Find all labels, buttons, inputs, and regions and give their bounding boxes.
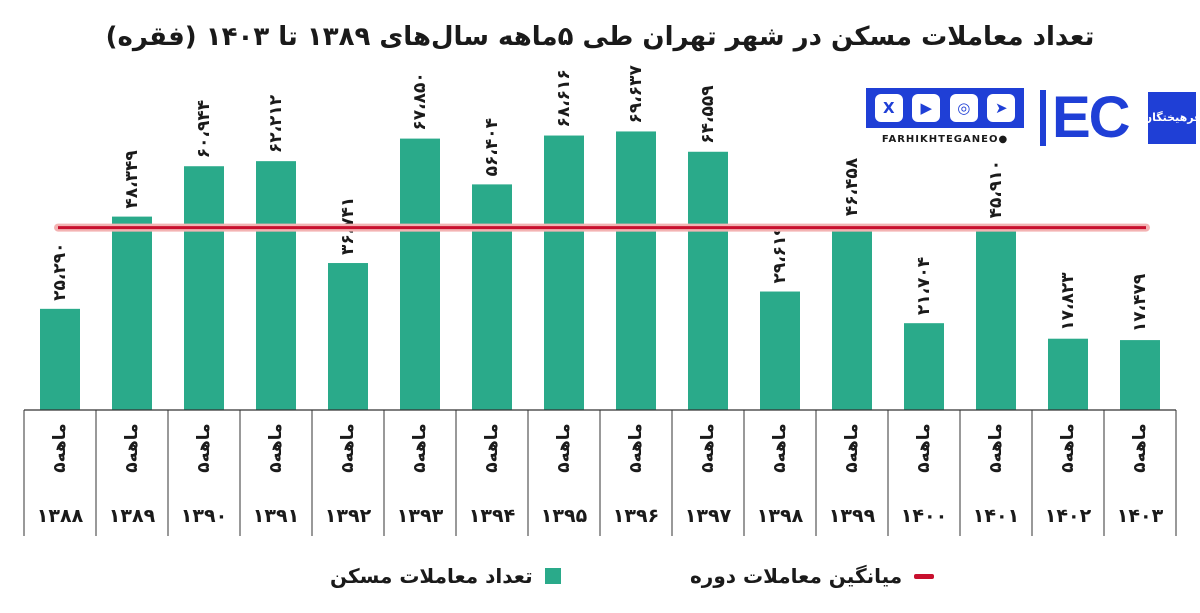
category-prefix-13: ۵ماهه bbox=[986, 423, 1006, 472]
youtube-icon[interactable]: ▶ bbox=[912, 94, 941, 122]
category-year-4: ۱۳۹۲ bbox=[325, 505, 372, 527]
legend-label-bars: تعداد معاملات مسکن bbox=[330, 564, 533, 588]
value-label-0: ۲۵،۲۹۰ bbox=[50, 242, 70, 300]
category-prefix-12: ۵ماهه bbox=[914, 423, 934, 472]
bar-2 bbox=[184, 166, 224, 410]
brand-url: FARHIKHTEGANEO● bbox=[881, 134, 1009, 145]
value-label-13: ۴۵،۹۱۰ bbox=[986, 160, 1006, 218]
bar-8 bbox=[616, 131, 656, 410]
category-prefix-14: ۵ماهه bbox=[1058, 423, 1078, 472]
category-prefix-7: ۵ماهه bbox=[554, 423, 574, 472]
value-label-15: ۱۷،۴۷۹ bbox=[1130, 273, 1150, 332]
category-year-12: ۱۴۰۰ bbox=[901, 505, 947, 527]
legend-item-average: میانگین معاملات دوره bbox=[690, 564, 935, 588]
category-prefix-11: ۵ماهه bbox=[842, 423, 862, 472]
category-year-8: ۱۳۹۶ bbox=[613, 505, 659, 527]
category-prefix-2: ۵ماهه bbox=[194, 423, 214, 472]
bar-7 bbox=[544, 135, 584, 410]
value-label-10: ۲۹،۶۱۹ bbox=[770, 225, 790, 284]
category-prefix-3: ۵ماهه bbox=[266, 423, 286, 472]
value-label-6: ۵۶،۴۰۴ bbox=[482, 118, 502, 176]
value-label-2: ۶۰،۹۴۴ bbox=[194, 100, 214, 158]
bar-15 bbox=[1120, 340, 1160, 410]
value-label-11: ۴۶،۴۵۸ bbox=[842, 157, 862, 216]
legend: تعداد معاملات مسکن میانگین معاملات دوره bbox=[0, 564, 1200, 594]
social-bar: X ▶ ◎ ➤ bbox=[866, 88, 1024, 128]
category-prefix-1: ۵ماهه bbox=[122, 423, 142, 472]
category-year-11: ۱۳۹۹ bbox=[829, 505, 876, 527]
legend-swatch-bar bbox=[544, 568, 561, 584]
value-label-14: ۱۷،۸۲۳ bbox=[1058, 272, 1078, 331]
chart-title: تعداد معاملات مسکن در شهر تهران طی ۵ماهه… bbox=[105, 22, 1095, 52]
x-icon[interactable]: X bbox=[874, 94, 903, 122]
bar-0 bbox=[40, 308, 80, 410]
category-year-6: ۱۳۹۴ bbox=[469, 505, 515, 527]
category-prefix-4: ۵ماهه bbox=[338, 423, 358, 472]
category-prefix-10: ۵ماهه bbox=[770, 423, 790, 472]
category-year-2: ۱۳۹۰ bbox=[181, 505, 227, 527]
value-label-3: ۶۲،۲۱۲ bbox=[266, 94, 286, 153]
category-prefix-6: ۵ماهه bbox=[482, 423, 502, 472]
legend-label-average: میانگین معاملات دوره bbox=[690, 564, 903, 588]
bar-4 bbox=[328, 263, 368, 410]
legend-swatch-line bbox=[914, 573, 935, 579]
category-year-15: ۱۴۰۳ bbox=[1117, 505, 1164, 527]
bar-5 bbox=[400, 138, 440, 410]
value-label-8: ۶۹،۶۳۷ bbox=[626, 64, 646, 123]
bar-9 bbox=[688, 151, 728, 410]
category-year-9: ۱۳۹۷ bbox=[685, 505, 732, 527]
bar-3 bbox=[256, 161, 296, 410]
instagram-icon[interactable]: ◎ bbox=[949, 94, 978, 122]
category-year-0: ۱۳۸۸ bbox=[37, 505, 84, 527]
category-year-5: ۱۳۹۳ bbox=[397, 505, 444, 527]
bar-13 bbox=[976, 226, 1016, 410]
value-label-1: ۴۸،۳۴۹ bbox=[122, 150, 142, 209]
value-label-9: ۶۴،۵۵۹ bbox=[698, 85, 718, 144]
telegram-icon[interactable]: ➤ bbox=[987, 94, 1016, 122]
bar-11 bbox=[832, 224, 872, 410]
value-label-12: ۲۱،۷۰۴ bbox=[914, 257, 934, 315]
category-prefix-9: ۵ماهه bbox=[698, 423, 718, 472]
category-year-3: ۱۳۹۱ bbox=[253, 505, 299, 527]
category-prefix-5: ۵ماهه bbox=[410, 423, 430, 472]
category-year-7: ۱۳۹۵ bbox=[541, 505, 588, 527]
ec-logo: EC bbox=[1052, 85, 1131, 150]
legend-item-bars: تعداد معاملات مسکن bbox=[330, 564, 561, 588]
bar-10 bbox=[760, 291, 800, 410]
bar-chart: ۲۵،۲۹۰۴۸،۳۴۹۶۰،۹۴۴۶۲،۲۱۲۳۶،۷۴۱۶۷،۸۵۰۵۶،۴… bbox=[23, 64, 1177, 536]
bar-14 bbox=[1048, 338, 1088, 410]
category-year-14: ۱۴۰۲ bbox=[1045, 505, 1092, 527]
value-label-7: ۶۸،۶۱۶ bbox=[554, 69, 574, 127]
brand-tag: فرهیختگان bbox=[1143, 92, 1200, 144]
bar-6 bbox=[472, 184, 512, 410]
value-label-5: ۶۷،۸۵۰ bbox=[410, 72, 430, 130]
category-prefix-0: ۵ماهه bbox=[50, 423, 70, 472]
category-year-1: ۱۳۸۹ bbox=[109, 505, 156, 527]
brand-block: X ▶ ◎ ➤ FARHIKHTEGANEO● EC فرهیختگان bbox=[866, 85, 1200, 156]
category-year-10: ۱۳۹۸ bbox=[757, 505, 804, 527]
bar-1 bbox=[112, 216, 152, 410]
category-year-13: ۱۴۰۱ bbox=[973, 505, 1019, 527]
category-prefix-8: ۵ماهه bbox=[626, 423, 646, 472]
bar-12 bbox=[904, 323, 944, 410]
logo-divider bbox=[1040, 90, 1046, 146]
category-prefix-15: ۵ماهه bbox=[1130, 423, 1150, 472]
